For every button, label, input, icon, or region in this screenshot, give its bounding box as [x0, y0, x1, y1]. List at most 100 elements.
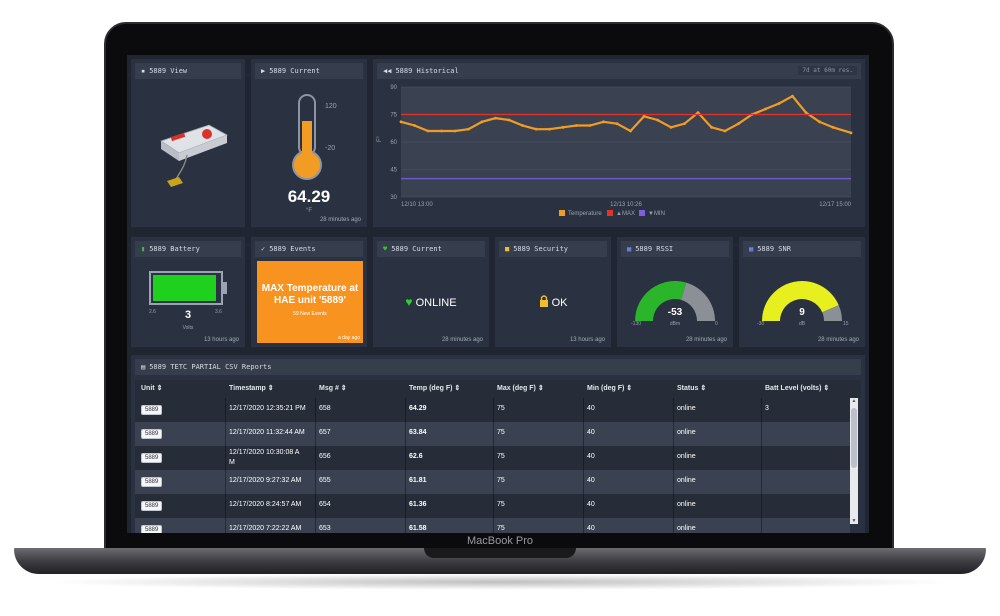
sort-icon: ⇕: [700, 385, 707, 392]
msg-cell: 653: [319, 525, 331, 532]
laptop-shadow: [40, 574, 960, 590]
table-scrollbar[interactable]: ▲ ▼: [850, 398, 858, 524]
y-tick-label: 60: [390, 140, 397, 146]
table-row[interactable]: 5889 12/17/2020 8:24:57 AM 654 61.36 75 40 onl…: [135, 494, 850, 518]
security-panel: ■ 5889 Security OK 13 hours ago: [495, 237, 611, 347]
event-headline: MAX Temperature at HAE unit '5889': [261, 283, 359, 306]
data-point: [453, 129, 457, 133]
col-msg[interactable]: Msg # ⇕: [319, 385, 347, 392]
view-panel: ▪ 5889 View: [131, 59, 245, 227]
status-panel: ♥ 5889 Current ♥ ONLINE 28 minutes ago: [373, 237, 489, 347]
scroll-down-icon[interactable]: ▼: [851, 518, 857, 524]
unit-badge[interactable]: 5889: [141, 525, 163, 533]
x-tick-label: 12/17 15:00: [819, 202, 851, 208]
min-cell: 40: [587, 429, 595, 436]
lock-icon: ■: [505, 245, 510, 253]
unit-badge[interactable]: 5889: [141, 477, 163, 487]
resolution-badge[interactable]: 7d at 60m res.: [798, 66, 857, 75]
reports-panel-title: ▤ 5889 TETC PARTIAL CSV Reports: [135, 359, 861, 375]
signal-icon: ▦: [627, 245, 632, 253]
col-min[interactable]: Min (deg F) ⇕: [587, 385, 633, 392]
table-row[interactable]: 5889 12/17/2020 12:35:21 PM 658 64.29 75 40 on…: [135, 398, 850, 422]
scroll-up-icon[interactable]: ▲: [851, 398, 857, 404]
column-divider: [673, 398, 674, 422]
table-row[interactable]: 5889 12/17/2020 10:30:08 A M 656 62.6 75 40 onl…: [135, 446, 850, 470]
panel-title: ▦ 5889 SNR: [743, 241, 861, 257]
data-point: [602, 120, 605, 124]
data-point: [588, 124, 592, 127]
unit-badge[interactable]: 5889: [141, 429, 163, 439]
table-row[interactable]: 5889 12/17/2020 11:32:44 AM 657 63.84 75 40 on…: [135, 422, 850, 446]
battery-body: [149, 271, 223, 305]
data-point: [521, 124, 524, 127]
col-temp[interactable]: Temp (deg F) ⇕: [409, 385, 461, 392]
snr-title: 5889 SNR: [757, 245, 791, 253]
battery-min: 2.6: [149, 309, 156, 315]
data-point: [413, 124, 416, 127]
battery-panel: ▮ 5889 Battery 2.6 3.6 3 Volts 13 hours a…: [131, 237, 245, 347]
snr-max: 15: [843, 321, 849, 327]
column-divider: [493, 422, 494, 446]
max-cell: 75: [497, 477, 505, 484]
table-row[interactable]: 5889 12/17/2020 9:27:32 AM 655 61.81 75 40 onl…: [135, 470, 850, 494]
legend-label: Temperature: [568, 211, 602, 217]
column-divider: [315, 470, 316, 494]
sort-icon: ⇕: [823, 385, 830, 392]
timestamp-cell: 12/17/2020 9:27:32 AM: [229, 477, 302, 484]
data-point: [764, 107, 767, 111]
data-point: [615, 122, 619, 126]
data-point: [399, 120, 403, 124]
col-timestamp[interactable]: Timestamp ⇕: [229, 385, 274, 392]
thermometer-icon: [292, 94, 322, 180]
sort-icon: ⇕: [156, 385, 163, 392]
data-point: [534, 127, 538, 131]
view-panel-title: 5889 View: [149, 67, 188, 75]
event-count: 59 New Events: [293, 311, 327, 317]
timestamp-cell: 12/17/2020 11:32:44 AM: [229, 429, 305, 436]
y-tick-label: 45: [390, 168, 397, 174]
col-unit[interactable]: Unit ⇕: [141, 385, 163, 392]
temp-value: 64.29: [287, 187, 331, 206]
table-header: Unit ⇕ Timestamp ⇕ Msg # ⇕ Temp (deg F) …: [135, 380, 861, 398]
max-cell: 75: [497, 453, 505, 460]
security-line: OK: [495, 295, 611, 309]
temp-cell: 64.29: [409, 405, 427, 412]
legend-label: ▲MAX: [616, 211, 635, 217]
gauge-fill: [635, 281, 687, 321]
column-divider: [673, 518, 674, 533]
rssi-panel: ▦ 5889 RSSI -53 dBm -130 0 28 minutes ago: [617, 237, 733, 347]
unit-badge[interactable]: 5889: [141, 405, 163, 415]
current-temp-title: 5889 Current: [269, 67, 320, 75]
data-point: [791, 94, 794, 98]
col-batt[interactable]: Batt Level (volts) ⇕: [765, 385, 830, 392]
panel-title: ▪ 5889 View: [135, 63, 241, 79]
unit-cell: 5889: [141, 501, 163, 511]
table-row[interactable]: 5889 12/17/2020 7:22:22 AM 653 61.58 75 40 onl…: [135, 518, 850, 533]
battery-fill: [153, 275, 216, 301]
column-divider: [315, 518, 316, 533]
temp-cell: 62.6: [409, 453, 423, 460]
sort-icon: ⇕: [267, 385, 274, 392]
column-divider: [315, 398, 316, 422]
legend-swatch: [639, 210, 645, 216]
unit-badge[interactable]: 5889: [141, 501, 163, 511]
dashboard-screen: ▪ 5889 View ▶ 5889 Current: [127, 55, 869, 533]
temp-cell: 61.36: [409, 501, 427, 508]
column-divider: [761, 470, 762, 494]
scrollbar-thumb[interactable]: [851, 408, 857, 468]
data-point: [849, 131, 853, 135]
sort-icon: ⇕: [454, 385, 461, 392]
unit-cell: 5889: [141, 405, 163, 415]
timestamp-cell: 12/17/2020 8:24:57 AM: [229, 501, 302, 508]
col-status[interactable]: Status ⇕: [677, 385, 707, 392]
event-alert-card[interactable]: MAX Temperature at HAE unit '5889' 59 Ne…: [257, 261, 363, 343]
column-divider: [225, 398, 226, 422]
unit-badge[interactable]: 5889: [141, 453, 163, 463]
col-max[interactable]: Max (deg F) ⇕: [497, 385, 544, 392]
battery-title: 5889 Battery: [149, 245, 200, 253]
snr-min: -30: [757, 321, 765, 327]
batt-cell: 3: [765, 405, 769, 412]
column-divider: [761, 398, 762, 422]
column-divider: [405, 446, 406, 470]
y-tick-label: 75: [390, 113, 397, 119]
